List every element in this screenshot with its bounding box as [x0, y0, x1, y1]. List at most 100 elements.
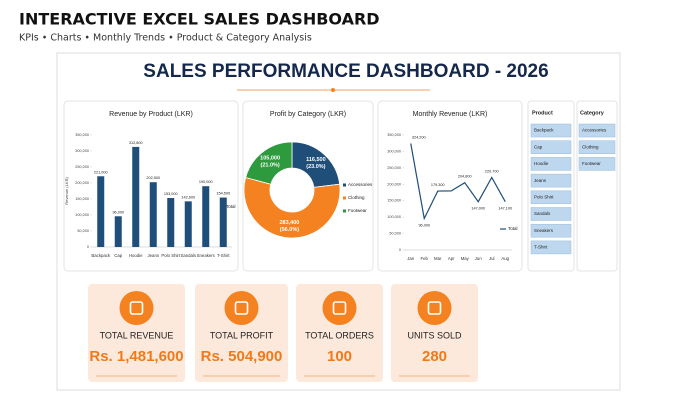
y-tick-label: 100,000 — [75, 213, 89, 217]
slicer-item[interactable] — [530, 240, 572, 255]
data-label: 179,300 — [431, 183, 445, 187]
slicer-item-label[interactable]: Clothing — [582, 144, 599, 149]
x-tick-label: Apr — [448, 256, 455, 261]
slicer-item[interactable] — [578, 157, 616, 171]
legend-label: Total — [508, 226, 518, 231]
x-tick-label: Jun — [475, 256, 483, 261]
y-tick-label: 0 — [87, 245, 89, 249]
data-label: 220,700 — [485, 169, 499, 173]
kpi-value: Rs. 504,900 — [201, 348, 283, 365]
x-tick-label: Hoodie — [129, 253, 143, 258]
data-label: 96,000 — [418, 223, 430, 227]
y-tick-label: 300,000 — [387, 149, 401, 153]
x-tick-label: Jul — [489, 256, 495, 261]
y-tick-label: 350,000 — [75, 133, 89, 137]
slicer-item-label[interactable]: Polo Shirt — [534, 194, 554, 199]
slicer-item[interactable] — [530, 173, 572, 188]
kpi-icon — [322, 291, 357, 325]
data-label: 202,500 — [146, 176, 160, 180]
x-tick-label: Feb — [421, 256, 429, 261]
panel — [377, 100, 523, 272]
slicer-item[interactable] — [578, 123, 616, 138]
bar — [132, 146, 140, 247]
slicer-title: Category — [580, 110, 605, 116]
x-tick-label: Sandals — [180, 253, 196, 258]
percent-label: (23.0%) — [306, 164, 325, 170]
slicer-item[interactable] — [530, 223, 572, 238]
bar — [97, 176, 105, 247]
slicer-item[interactable] — [578, 140, 616, 154]
chart-title: Monthly Revenue (LKR) — [413, 111, 488, 118]
bar — [219, 197, 227, 247]
slicer-item-label[interactable]: Sneakers — [534, 228, 554, 233]
bar — [149, 182, 157, 247]
slicer-item-label[interactable]: Hoodie — [534, 161, 549, 166]
x-tick-label: T-Shirt — [217, 253, 230, 258]
y-tick-label: 150,000 — [387, 199, 401, 203]
kpi-label: TOTAL ORDERS — [305, 330, 374, 340]
y-tick-label: 300,000 — [75, 149, 89, 153]
data-label: 153,000 — [164, 192, 178, 196]
slicer-item-label[interactable]: T-Shirt — [534, 245, 548, 250]
kpi-label: TOTAL PROFIT — [210, 330, 274, 340]
data-label: 147,000 — [471, 207, 485, 211]
y-tick-label: 150,000 — [75, 197, 89, 201]
x-tick-label: Jeans — [148, 253, 159, 258]
slicer-item-label[interactable]: Cap — [534, 144, 543, 149]
donut-slice — [243, 176, 341, 239]
x-tick-label: Jan — [407, 256, 415, 261]
percent-label: (56.0%) — [280, 227, 299, 233]
slicer-item-label[interactable]: Backpack — [534, 128, 554, 133]
bar — [184, 201, 192, 247]
y-axis-label: Revenue (LKR) — [64, 177, 69, 205]
legend-swatch — [221, 205, 224, 209]
y-tick-label: 0 — [399, 248, 401, 252]
legend-swatch — [343, 183, 346, 187]
x-tick-label: Backpack — [91, 253, 110, 258]
kpi-card — [195, 284, 288, 382]
chart-title: Profit by Category (LKR) — [270, 111, 346, 118]
page-title: INTERACTIVE EXCEL SALES DASHBOARD — [19, 10, 380, 29]
percent-label: (21.0%) — [260, 162, 279, 168]
slicer-item[interactable] — [530, 140, 572, 154]
data-label: 154,500 — [216, 192, 230, 196]
slicer-item[interactable] — [530, 123, 572, 138]
kpi-card — [296, 284, 383, 382]
data-label: 221,000 — [94, 170, 108, 174]
donut-slice — [245, 141, 293, 185]
y-tick-label: 50,000 — [389, 232, 401, 236]
y-tick-label: 50,000 — [77, 229, 89, 233]
slicer-item[interactable] — [530, 207, 572, 221]
slicer-item[interactable] — [530, 157, 572, 171]
slicer-item-label[interactable]: Accessories — [582, 128, 607, 133]
title-dot — [331, 88, 335, 92]
slicer-item-label[interactable]: Sandals — [534, 211, 551, 216]
slicer-item-label[interactable]: Footwear — [582, 161, 601, 166]
x-tick-label: Sneakers — [197, 253, 215, 258]
kpi-card — [88, 284, 185, 382]
y-tick-label: 350,000 — [387, 133, 401, 137]
kpi-value: 280 — [422, 348, 447, 365]
data-label: 147,100 — [498, 207, 512, 211]
kpi-icon-glyph — [427, 301, 442, 315]
x-tick-label: Mar — [434, 256, 442, 261]
slicer-item-label[interactable]: Jeans — [534, 178, 547, 183]
kpi-icon-glyph — [332, 301, 347, 315]
bar — [202, 186, 210, 247]
bar — [114, 216, 122, 247]
dashboard-title: SALES PERFORMANCE DASHBOARD - 2026 — [143, 61, 548, 82]
line — [410, 143, 506, 221]
x-tick-label: Cap — [114, 253, 122, 258]
legend-label: Footwear — [348, 208, 367, 213]
kpi-label: TOTAL REVENUE — [100, 330, 174, 340]
data-label: 324,200 — [412, 135, 426, 139]
data-label: 142,600 — [181, 195, 195, 199]
slicer-item[interactable] — [530, 190, 572, 205]
data-label: 190,000 — [199, 180, 213, 184]
legend-label: Accessories — [348, 182, 373, 187]
data-label: 204,800 — [458, 175, 472, 179]
kpi-icon — [417, 291, 452, 325]
kpi-icon — [119, 291, 154, 325]
